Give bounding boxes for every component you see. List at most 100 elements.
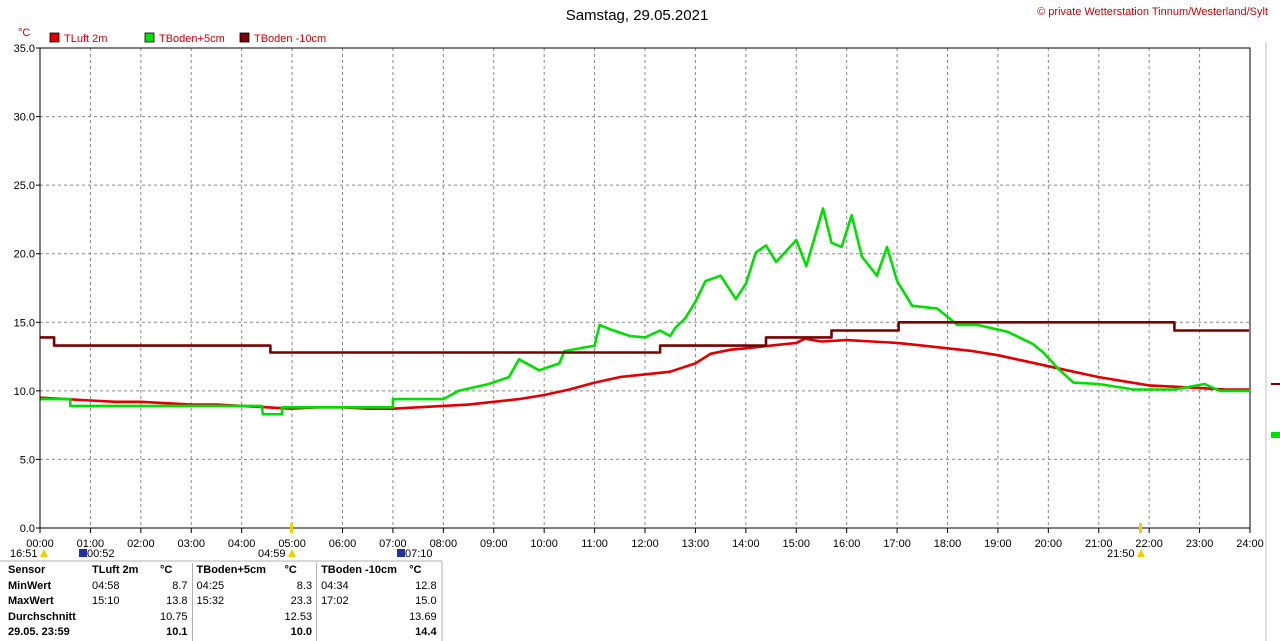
x-tick-label: 11:00: [581, 538, 608, 550]
marker-icon-2: [288, 549, 296, 557]
marker-tick-4: [1139, 523, 1142, 533]
table-row: MaxWert 15:10 13.8 15:32 23.3 17:02 15.0: [4, 594, 441, 610]
series-layer: [39, 207, 1249, 416]
row-label: Durchschnitt: [8, 610, 76, 623]
legend-swatch: [144, 32, 155, 43]
y-tick-label: 0.0: [20, 523, 35, 535]
cell-time: [316, 609, 406, 625]
x-tick-label: 15:00: [782, 538, 810, 550]
cell-value: 14.4: [415, 626, 437, 639]
x-tick-label: 12:00: [631, 538, 659, 550]
marker-icon-3: [397, 549, 405, 557]
right-strip-green-mark: [1271, 432, 1280, 438]
cell-time: [191, 625, 281, 641]
x-tick-label: 08:00: [430, 538, 458, 550]
x-tick-label: 00:00: [26, 538, 54, 550]
header-tboden10-unit: °C: [409, 564, 422, 577]
y-tick-label: 5.0: [20, 454, 35, 466]
legend-swatch: [49, 32, 60, 43]
x-tick-label: 19:00: [984, 538, 1012, 550]
cell-value: 23.3: [290, 595, 313, 608]
table-header-row: Sensor TLuft 2m °C TBoden+5cm °C TBoden …: [4, 563, 441, 579]
plot-frame: [39, 47, 1251, 529]
left-time-marker: 16:51: [10, 548, 38, 560]
legend-label: TBoden+5cm: [159, 33, 225, 45]
chart-title: Samstag, 29.05.2021: [566, 7, 709, 24]
left-time-marker-icon: [40, 549, 48, 557]
header-tluft: TLuft 2m: [92, 564, 139, 577]
cell-value: 8.3: [296, 579, 313, 592]
y-tick-label: 15.0: [14, 317, 35, 329]
x-tick-label: 13:00: [682, 538, 710, 550]
marker-time-4: 21:50: [1107, 548, 1135, 560]
x-tick-label: 21:00: [1085, 538, 1113, 550]
x-axis: 00:00 01:00 02:00 03:00 04:00 05:00 06:00 07:00…: [26, 528, 1264, 550]
legend-swatch: [239, 32, 250, 43]
y-tick-label: 10.0: [14, 386, 35, 398]
x-tick-label: 14:00: [732, 538, 760, 550]
x-tick-label: 18:00: [934, 538, 962, 550]
cell-value: 13.69: [409, 610, 437, 623]
grid: [40, 48, 1250, 528]
y-tick-label: 35.0: [14, 43, 35, 55]
marker-icon-4: [1137, 549, 1145, 557]
y-axis: 0.0 5.0 10.0 15.0 20.0 25.0 30.0 35.0: [14, 43, 40, 535]
cell-time: [191, 609, 281, 625]
marker-time-2: 04:59: [258, 548, 286, 560]
series-line-3: [40, 321, 1249, 354]
cell-time: 15:10: [92, 595, 120, 608]
table-row: Durchschnitt 10.75 12.53 13.69: [4, 609, 441, 626]
x-tick-label: 17:00: [883, 538, 911, 550]
marker-time-3: 07:10: [405, 548, 433, 560]
y-unit-label: °C: [18, 27, 30, 39]
cell-value: 10.1: [166, 626, 188, 639]
x-tick-label: 01:00: [77, 538, 105, 550]
x-tick-label: 06:00: [329, 538, 357, 550]
cell-time: [316, 625, 406, 641]
legend: TLuft 2m TBoden+5cm TBoden -10cm: [49, 32, 326, 45]
cell-value: 8.7: [172, 579, 188, 592]
x-tick-label: 23:00: [1186, 538, 1214, 550]
cell-time: 15:32: [191, 594, 281, 610]
x-tick-label: 05:00: [278, 538, 306, 550]
cell-time: [88, 610, 156, 626]
cell-value: 10.75: [160, 610, 188, 623]
series-line-2: [40, 207, 1249, 416]
cell-time: 17:02: [316, 594, 406, 610]
x-tick-label: 16:00: [833, 538, 861, 550]
marker-tick-2: [290, 523, 293, 533]
copyright-label: © private Wetterstation Tinnum/Westerlan…: [1037, 6, 1268, 18]
sensor-table: Sensor TLuft 2m °C TBoden+5cm °C TBoden …: [4, 563, 441, 641]
cell-value: 10.0: [290, 626, 313, 639]
row-label: 29.05. 23:59: [8, 626, 70, 639]
legend-label: TBoden -10cm: [254, 33, 326, 45]
y-tick-label: 25.0: [14, 180, 35, 192]
legend-label: TLuft 2m: [64, 33, 107, 45]
x-tick-label: 07:00: [379, 538, 407, 550]
cell-time: 04:34: [316, 578, 406, 594]
header-tboden5-unit: °C: [284, 564, 297, 577]
table-row: MinWert 04:58 8.7 04:25 8.3 04:34 12.8: [4, 578, 441, 594]
x-tick-label: 02:00: [127, 538, 155, 550]
y-tick-label: 30.0: [14, 112, 35, 124]
header-sensor: Sensor: [8, 564, 46, 577]
y-tick-label: 20.0: [14, 249, 35, 261]
header-tboden10: TBoden -10cm: [316, 563, 406, 579]
marker-icon-1: [79, 549, 87, 557]
cell-value: 12.8: [415, 579, 437, 592]
cell-time: 04:25: [191, 578, 281, 594]
table-row: 29.05. 23:59 10.1 10.0 14.4: [4, 625, 441, 641]
header-tboden5: TBoden+5cm: [191, 563, 281, 579]
right-strip-red-mark: [1271, 383, 1280, 385]
x-tick-label: 24:00: [1236, 538, 1264, 550]
x-tick-label: 03:00: [177, 538, 205, 550]
row-label: MinWert: [8, 579, 52, 592]
row-label: MaxWert: [8, 595, 54, 608]
x-tick-label: 10:00: [530, 538, 558, 550]
cell-value: 15.0: [415, 595, 437, 608]
marker-time-1: 00:52: [87, 548, 115, 560]
header-tluft-unit: °C: [160, 564, 173, 577]
x-tick-label: 22:00: [1135, 538, 1163, 550]
cell-value: 12.53: [284, 610, 313, 623]
